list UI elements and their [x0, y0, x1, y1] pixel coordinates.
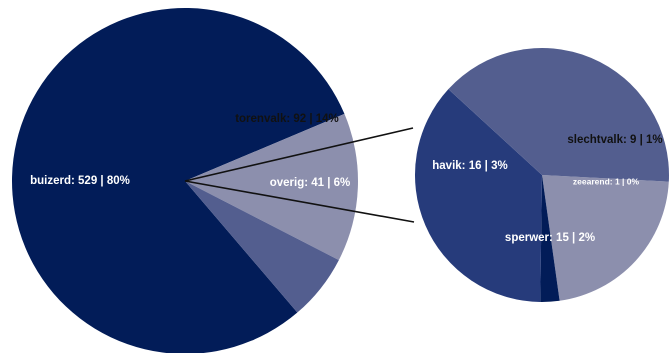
main-slice-0 — [12, 8, 345, 353]
data-label-1-2: sperwer: 15 | 2% — [505, 232, 595, 244]
sub-slice-0 — [542, 175, 669, 301]
sub-slice-3 — [448, 47, 670, 182]
connector-line-top — [184, 127, 414, 182]
data-label-1-3: havik: 16 | 3% — [432, 160, 507, 172]
data-label-0-1: torenvalk: 92 | 14% — [235, 113, 339, 125]
sub-slice-1 — [540, 175, 560, 303]
sub-pie — [414, 47, 670, 303]
connector-lines — [184, 127, 415, 223]
sub-slice-2 — [414, 89, 542, 302]
connector-line-bottom — [184, 180, 415, 223]
data-label-0-0: buizerd: 529 | 80% — [30, 175, 130, 187]
data-label-1-0: slechtvalk: 9 | 1% — [567, 134, 662, 146]
data-label-1-1: zeearend: 1 | 0% — [573, 176, 640, 186]
main-slice-2 — [185, 181, 339, 313]
data-label-0-2: overig: 41 | 6% — [270, 177, 351, 189]
data-labels: buizerd: 529 | 80% torenvalk: 92 | 14% ove… — [30, 113, 663, 244]
